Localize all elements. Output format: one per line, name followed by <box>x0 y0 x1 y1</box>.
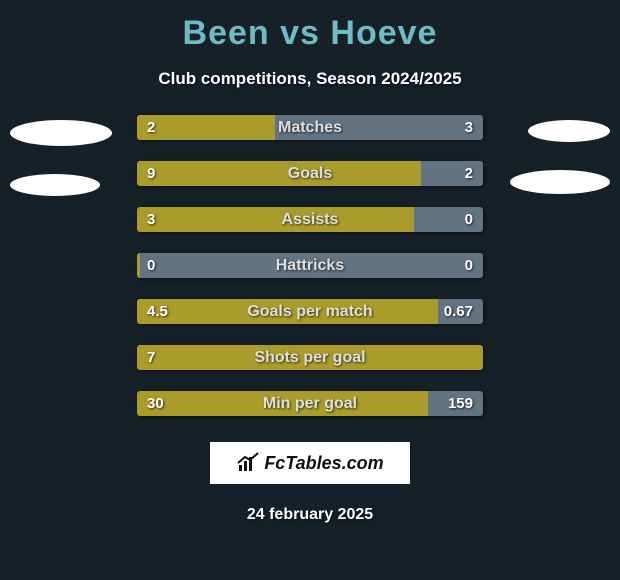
stat-bar-row: Min per goal30 159 <box>137 391 483 416</box>
bar-value-right: 3 <box>455 115 483 140</box>
stat-bars: Matches23Goals92Assists30Hattricks00Goal… <box>137 115 483 416</box>
bar-label: Hattricks <box>137 253 483 278</box>
bar-label: Goals per match <box>137 299 483 324</box>
oval-shape <box>10 174 100 196</box>
stat-bar-row: Matches2 3 <box>137 115 483 140</box>
player2-ovals <box>510 120 610 194</box>
stat-bar-row: Assists3 0 <box>137 207 483 232</box>
oval-shape <box>510 170 610 194</box>
oval-shape <box>10 120 112 146</box>
logo-chart-icon <box>236 451 260 475</box>
bar-value-right: 2 <box>455 161 483 186</box>
date-text: 24 february 2025 <box>10 506 610 524</box>
page-title: Been vs Hoeve <box>10 14 610 53</box>
bar-value-left: 9 <box>137 161 165 186</box>
bar-label: Matches <box>137 115 483 140</box>
bar-value-right: 159 <box>438 391 483 416</box>
stat-bar-row: Shots per goal7 <box>137 345 483 370</box>
stat-bar-row: Goals per match4.5 0.67 <box>137 299 483 324</box>
bar-value-left: 4.5 <box>137 299 178 324</box>
player1-ovals <box>10 120 112 196</box>
stat-bar-row: Goals9 2 <box>137 161 483 186</box>
bar-label: Goals <box>137 161 483 186</box>
bar-label: Assists <box>137 207 483 232</box>
logo-text: FcTables.com <box>264 453 383 474</box>
bar-label: Min per goal <box>137 391 483 416</box>
bar-value-right: 0.67 <box>434 299 483 324</box>
logo-box: FcTables.com <box>210 442 410 484</box>
bar-value-left: 2 <box>137 115 165 140</box>
subtitle: Club competitions, Season 2024/2025 <box>10 69 610 89</box>
bar-value-right: 0 <box>455 207 483 232</box>
bar-value-right: 0 <box>455 253 483 278</box>
bar-value-left: 30 <box>137 391 174 416</box>
bar-label: Shots per goal <box>137 345 483 370</box>
bar-value-left: 3 <box>137 207 165 232</box>
bar-value-right <box>463 345 483 370</box>
stat-bar-row: Hattricks0 0 <box>137 253 483 278</box>
bar-value-left: 0 <box>137 253 165 278</box>
comparison-card: Been vs Hoeve Club competitions, Season … <box>0 0 620 580</box>
bar-value-left: 7 <box>137 345 165 370</box>
oval-shape <box>528 120 610 142</box>
